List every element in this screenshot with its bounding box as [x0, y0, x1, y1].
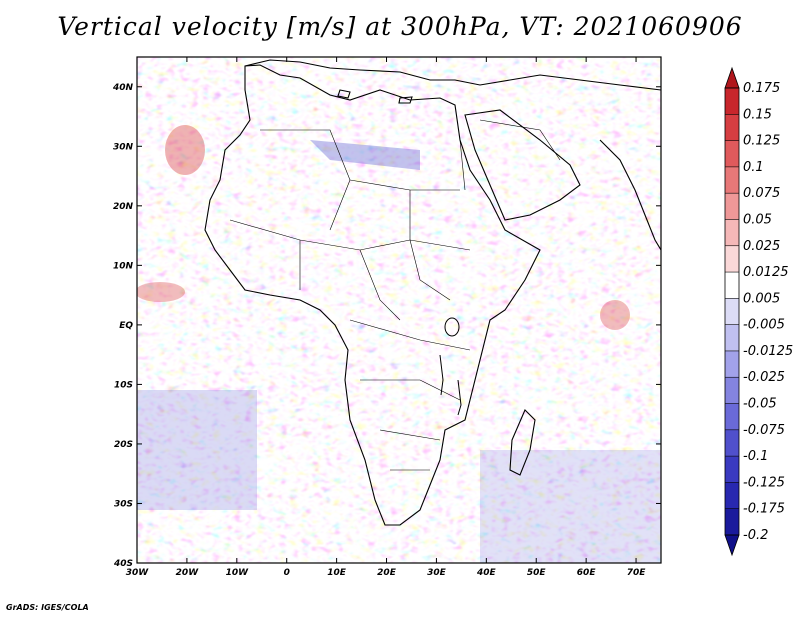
colorbar-label: 0.0125 [743, 265, 789, 280]
colorbar-label: 0.05 [743, 212, 772, 227]
lon-tick-label: 70E [627, 568, 647, 578]
longitude-axis: 30W 20W 10W 0 10E 20E 30E 40E 50E 60E 70E [126, 57, 646, 578]
colorbar-segment [725, 88, 739, 115]
lon-tick-label: 30E [427, 568, 447, 578]
lat-tick-label: 20S [114, 440, 133, 450]
colorbar-label: -0.05 [743, 397, 777, 412]
colorbar: 0.175 0.15 0.125 0.1 0.075 0.05 0.025 0.0125 0.0… [724, 66, 793, 557]
colorbar-label: -0.025 [743, 370, 785, 385]
velocity-field [137, 57, 661, 563]
latitude-axis: 40N 30N 20N 10N EQ 10S 20S 30S 40S [112, 83, 661, 569]
lon-tick-label: 20W [176, 568, 200, 578]
lakes [439, 317, 462, 416]
colorbar-segment [725, 114, 739, 141]
colorbar-segment [725, 193, 739, 220]
colorbar-segment [725, 140, 739, 167]
colorbar-segment [725, 245, 739, 273]
colorbar-segment [725, 377, 739, 404]
colorbar-label: 0.15 [743, 107, 772, 122]
lon-tick-label: 50E [527, 568, 547, 578]
lon-tick-label: 10W [226, 568, 250, 578]
colorbar-label: 0.025 [743, 239, 780, 254]
coastlines [204, 59, 661, 526]
colorbar-label: 0.175 [743, 81, 780, 96]
colorbar-label: -0.2 [743, 528, 768, 543]
colorbar-segment [725, 508, 739, 535]
colorbar-label: -0.125 [743, 475, 785, 490]
lat-tick-label: 30N [113, 142, 134, 152]
colorbar-label: -0.1 [743, 449, 768, 464]
lon-tick-label: 40E [476, 568, 497, 578]
colorbar-label: -0.005 [743, 318, 785, 333]
colorbar-label: 0.1 [743, 160, 764, 175]
colorbar-label: 0.125 [743, 134, 780, 149]
lat-tick-label: 30S [114, 499, 133, 509]
country-borders [229, 119, 561, 471]
colorbar-label: -0.175 [743, 502, 785, 517]
colorbar-segment [725, 403, 739, 430]
colorbar-segment [725, 166, 739, 194]
lat-tick-label: 10N [113, 261, 134, 271]
lon-tick-label: 10E [327, 568, 347, 578]
lon-tick-label: 0 [284, 568, 290, 578]
colorbar-label: -0.075 [743, 423, 785, 438]
map-title: Vertical velocity [m/s] at 300hPa, VT: 2… [57, 12, 743, 41]
lat-tick-label: EQ [119, 321, 133, 331]
lat-tick-label: 40N [112, 83, 134, 93]
lat-tick-label: 40S [113, 559, 133, 569]
colorbar-segment [725, 324, 739, 351]
colorbar-label: -0.0125 [743, 344, 793, 359]
colorbar-label: 0.005 [743, 291, 780, 306]
grads-credit: GrADS: IGES/COLA [6, 603, 89, 612]
lon-tick-label: 60E [577, 568, 597, 578]
map-figure: 30W 20W 10W 0 10E 20E 30E 40E 50E 60E 70E 40N 30N 20… [112, 56, 793, 578]
colorbar-segment [725, 482, 739, 509]
colorbar-segment [725, 456, 739, 483]
colorbar-max-arrow [724, 66, 740, 89]
colorbar-min-arrow [724, 534, 740, 557]
map-frame [136, 56, 662, 564]
lon-tick-label: 30W [126, 568, 150, 578]
colorbar-segment [725, 350, 739, 378]
lon-tick-label: 20E [377, 568, 397, 578]
colorbar-segment [725, 429, 739, 457]
colorbar-label: 0.075 [743, 186, 780, 201]
colorbar-segment [725, 219, 739, 246]
lat-tick-label: 10S [114, 380, 133, 390]
colorbar-segment [725, 298, 739, 325]
lat-tick-label: 20N [113, 202, 134, 212]
colorbar-segment [725, 272, 739, 299]
